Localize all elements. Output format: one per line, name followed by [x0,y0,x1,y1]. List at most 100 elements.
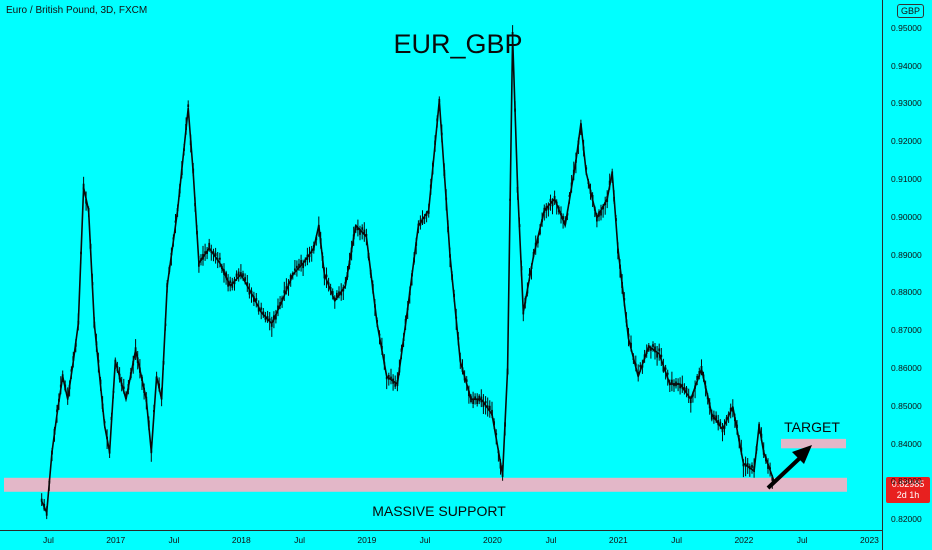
candle-body [715,415,717,421]
time-tick-label: 2021 [608,535,628,545]
time-tick-label: 2023 [860,535,879,545]
candle-body [511,32,514,37]
candle-body [268,318,271,321]
time-tick-label: 2020 [482,535,502,545]
candle-body [262,311,265,316]
candle-body [662,366,665,372]
candle-body [600,210,602,216]
chart-pane[interactable]: EUR_GBP MASSIVE SUPPORT TARGET Euro / Br… [0,0,882,530]
candle-body [187,104,190,107]
price-tick-label: 0.84000 [891,438,922,449]
price-tick-label: 0.82000 [891,514,922,525]
time-tick-label: Jul [294,535,305,545]
price-tick-label: 0.93000 [891,98,922,109]
candle-body [255,298,258,301]
last-price-tag: 0.82985 2d 1h [886,477,930,503]
time-tick-label: Jul [545,535,557,545]
candle-body [302,263,304,269]
candle-body [491,409,493,416]
candle-body [246,282,249,287]
candle-body [235,273,238,277]
candle-body [122,386,125,389]
candle-body [486,405,489,408]
candle-body [219,257,221,260]
candle-body [474,396,476,401]
candle-body [700,366,703,369]
candle-body [679,383,681,389]
currency-badge[interactable]: GBP [896,4,924,18]
time-tick-label: 2022 [734,535,754,545]
candle-body [465,379,468,382]
candle-body [298,263,300,268]
candle-body [244,277,246,281]
candle-body [423,216,426,219]
price-tick-label: 0.91000 [891,174,922,185]
candle-body [208,242,211,249]
price-axis[interactable]: GBP 0.82985 2d 1h 0.95000 0.94000 0.93000 0… [882,0,932,550]
candle-body [689,399,692,404]
candle-body [248,289,251,295]
price-tick-label: 0.95000 [891,22,922,33]
candle-body [551,201,554,207]
candle-body [547,204,550,210]
candle-body [204,251,206,254]
candle-body [660,354,663,358]
price-tick-label: 0.92000 [891,136,922,147]
candle-body [231,281,234,288]
candle-body [742,463,745,467]
candle-body [421,218,424,224]
time-tick-label: Jul [419,535,431,545]
price-chart[interactable]: EUR_GBP MASSIVE SUPPORT TARGET [0,0,882,530]
price-tick-label: 0.94000 [891,60,922,71]
candle-body [482,401,485,407]
price-tick-label: 0.85000 [891,400,922,411]
candle-body [650,348,652,351]
time-axis[interactable]: Jul 2017 Jul 2018 Jul 2019 Jul 2020 Jul 2021 Jul 20… [0,530,882,550]
time-tick-label: Jul [43,535,54,545]
candle-body [361,227,364,230]
time-tick-label: 2019 [357,535,377,545]
candle-body [308,254,311,258]
price-tick-label: 0.83000 [891,476,922,487]
candle-body [549,198,552,202]
candle-body [134,347,137,351]
time-tick-label: 2018 [231,535,251,545]
candle-body [359,229,361,235]
candle-body [229,280,232,283]
time-tick-label: Jul [796,535,808,545]
candle-body [300,260,302,265]
candle-body [639,365,642,368]
candle-body [275,314,277,320]
massive-support-zone [4,477,847,492]
price-tick-label: 0.88000 [891,287,922,298]
candle-body [488,405,491,411]
price-tick-label: 0.87000 [891,325,922,336]
candle-body [721,429,724,433]
candle-body [394,381,397,387]
candle-body [242,273,244,277]
candle-body [365,234,368,237]
time-tick-label: 2017 [106,535,126,545]
candle-body [237,271,240,276]
candle-body [390,376,392,380]
candle-body [729,407,732,412]
candle-body [385,376,388,380]
candle-body [746,463,749,466]
price-tick-label: 0.90000 [891,211,922,222]
candle-body [484,401,487,404]
candle-body [476,399,479,404]
price-tick-label: 0.86000 [891,362,922,373]
candle-body [719,421,722,426]
candle-body [596,215,598,222]
candle-body [270,323,273,327]
candle-body [340,291,343,296]
candle-body [294,268,296,271]
price-tick-label: 0.89000 [891,249,922,260]
candle-body [656,352,658,358]
bar-countdown: 2d 1h [896,490,920,500]
candle-body [227,280,229,287]
candle-body [198,262,200,267]
symbol-label[interactable]: Euro / British Pound, 3D, FXCM [6,5,148,16]
candle-body [325,274,328,278]
candle-body [214,253,217,256]
